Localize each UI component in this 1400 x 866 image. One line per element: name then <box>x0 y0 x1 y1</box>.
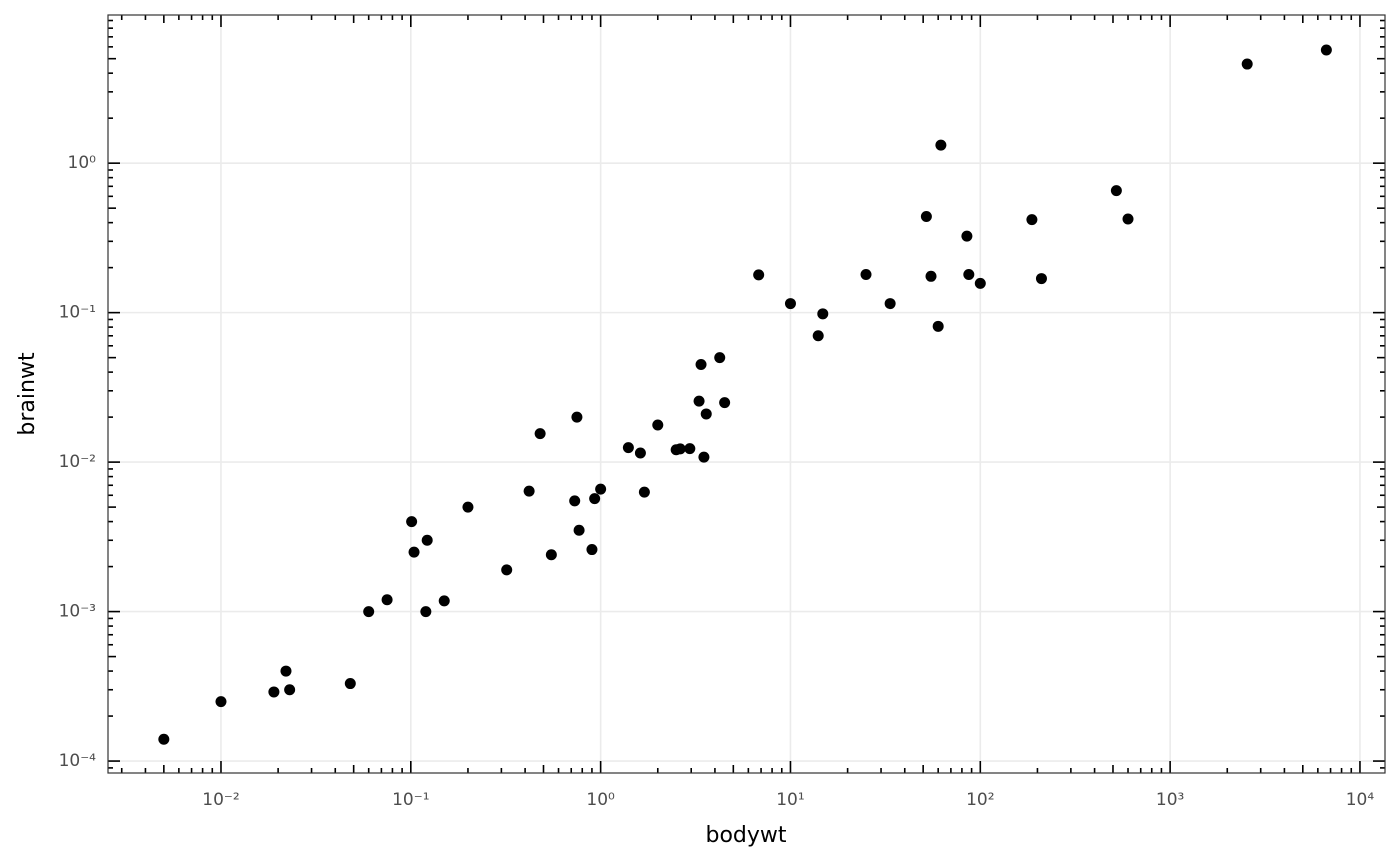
point <box>920 210 932 222</box>
point <box>638 486 650 498</box>
point <box>652 419 664 431</box>
point <box>381 594 393 606</box>
point <box>714 352 726 364</box>
point <box>674 443 686 455</box>
point <box>634 447 646 459</box>
point <box>280 665 292 677</box>
point <box>1320 44 1332 56</box>
point <box>363 606 375 618</box>
x-axis-title: bodywt <box>705 823 786 848</box>
point <box>684 443 696 455</box>
point <box>406 516 418 528</box>
point <box>589 493 601 505</box>
point <box>753 269 765 281</box>
point <box>420 606 432 618</box>
point <box>158 733 170 745</box>
point <box>784 298 796 310</box>
point <box>961 230 973 242</box>
point <box>344 678 356 690</box>
point <box>695 358 707 370</box>
x-tick-label: 10⁴ <box>1346 790 1375 810</box>
point <box>408 546 420 558</box>
point <box>573 524 585 536</box>
point <box>812 330 824 342</box>
point <box>215 696 227 708</box>
x-tick-label: 10³ <box>1156 790 1184 810</box>
point <box>462 501 474 513</box>
point <box>932 320 944 332</box>
point <box>963 268 975 280</box>
point <box>545 549 557 561</box>
panel-background <box>108 15 1385 773</box>
point <box>501 564 513 576</box>
point <box>925 270 937 282</box>
point <box>974 277 986 289</box>
panel-border <box>107 14 1386 774</box>
point <box>284 684 296 696</box>
point <box>571 411 583 423</box>
point <box>693 395 705 407</box>
point <box>817 308 829 320</box>
point <box>438 595 450 607</box>
point <box>1241 58 1253 70</box>
y-tick-label: 10⁻² <box>59 452 96 472</box>
y-tick-label: 10⁻⁴ <box>59 751 97 771</box>
point <box>421 534 433 546</box>
point <box>523 485 535 497</box>
point <box>719 397 731 409</box>
point <box>569 495 581 507</box>
point <box>622 442 634 454</box>
point <box>1122 213 1134 225</box>
point <box>586 544 598 556</box>
point <box>700 408 712 420</box>
point <box>534 428 546 440</box>
point <box>268 686 280 698</box>
x-tick-label: 10⁰ <box>586 790 615 810</box>
point <box>595 483 607 495</box>
y-axis-title: brainwt <box>15 352 40 436</box>
point <box>698 451 710 463</box>
x-tick-label: 10⁻² <box>202 790 239 810</box>
point <box>1035 273 1047 285</box>
y-tick-label: 10⁰ <box>68 153 97 173</box>
x-tick-label: 10¹ <box>776 790 804 810</box>
x-tick-label: 10⁻¹ <box>392 790 429 810</box>
y-tick-label: 10⁻³ <box>59 602 96 622</box>
point <box>1110 185 1122 197</box>
x-tick-label: 10² <box>966 790 994 810</box>
point <box>935 139 947 151</box>
y-tick-label: 10⁻¹ <box>59 303 96 323</box>
point <box>884 298 896 310</box>
point <box>860 268 872 280</box>
point <box>1026 214 1038 226</box>
